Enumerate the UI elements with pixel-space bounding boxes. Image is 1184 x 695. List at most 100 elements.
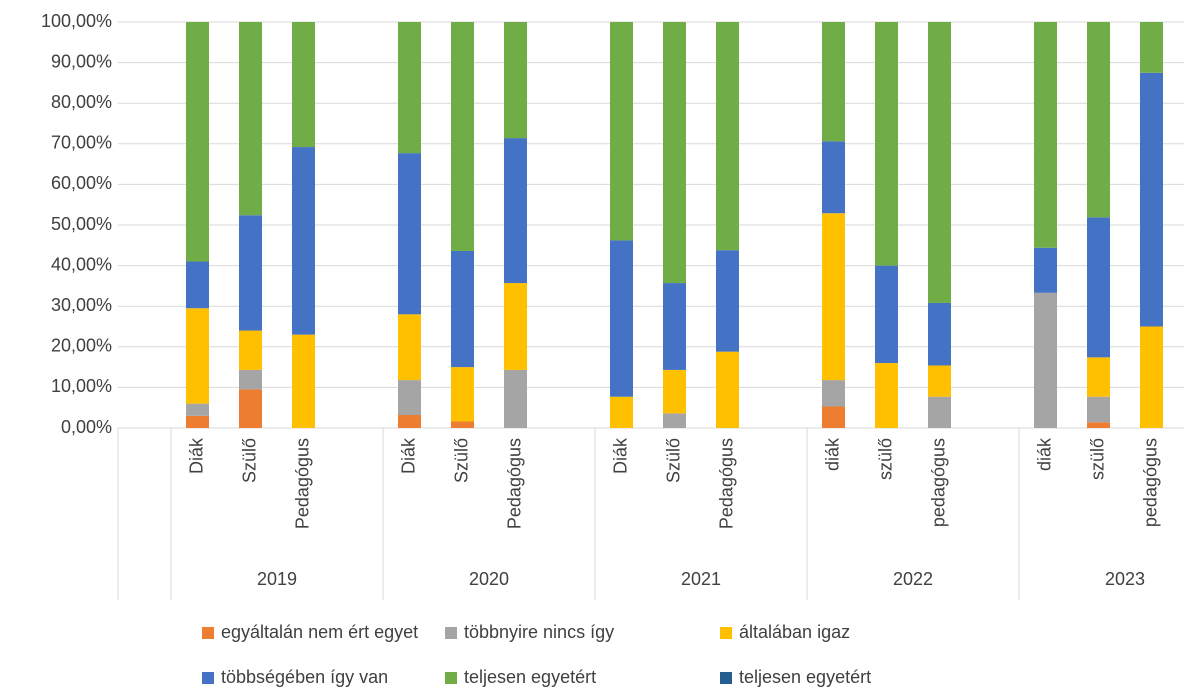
bar-segment [663, 369, 686, 414]
bar-segment [239, 330, 262, 370]
bar-segment [875, 363, 898, 428]
legend-swatch [720, 672, 732, 684]
bar-segment [1034, 292, 1057, 428]
bar-segment [451, 22, 474, 251]
x-tick-label: Szülő [451, 438, 471, 483]
bar-segment [928, 22, 951, 303]
bar-segment [292, 334, 315, 428]
y-tick-label: 30,00% [51, 295, 112, 315]
bar-segment [928, 302, 951, 366]
legend-swatch [720, 627, 732, 639]
bar-segment [451, 367, 474, 422]
bar-segment [239, 369, 262, 390]
bar-segment [1087, 217, 1110, 358]
bar-segment [1087, 357, 1110, 397]
bar-segment [663, 283, 686, 370]
x-tick-label: Szülő [663, 438, 683, 483]
bar-segment [716, 22, 739, 251]
legend-label: egyáltalán nem ért egyet [221, 622, 418, 642]
x-tick-label: szülő [875, 438, 895, 480]
bar-segment [1087, 396, 1110, 423]
bar-segment [822, 22, 845, 142]
bar-segment [822, 380, 845, 407]
x-tick-label: pedagógus [928, 438, 948, 527]
bar-segment [1140, 72, 1163, 327]
bar-segment [398, 380, 421, 416]
group-label: 2021 [681, 569, 721, 589]
bar-segment [186, 415, 209, 428]
bar-segment [1034, 22, 1057, 248]
x-tick-label: szülő [1087, 438, 1107, 480]
bar-segment [822, 141, 845, 214]
x-tick-label: Szülő [239, 438, 259, 483]
legend-label: többnyire nincs így [464, 622, 614, 642]
y-tick-label: 40,00% [51, 254, 112, 274]
x-tick-label: diák [822, 437, 842, 471]
bar-segment [398, 22, 421, 154]
bar-segment [504, 138, 527, 284]
bar-segment [928, 365, 951, 397]
bar-segment [716, 250, 739, 352]
x-tick-label: Diák [186, 437, 206, 474]
x-tick-label: Pedagógus [292, 438, 312, 529]
bar-segment [716, 351, 739, 428]
group-label: 2020 [469, 569, 509, 589]
bar-segment [1087, 22, 1110, 218]
bar-segment [504, 369, 527, 428]
bar-segment [663, 22, 686, 284]
x-tick-label: pedagógus [1140, 438, 1160, 527]
bar-segment [398, 153, 421, 315]
bar-segment [1140, 326, 1163, 428]
bar-segment [451, 250, 474, 368]
bar-segment [610, 240, 633, 397]
group-label: 2023 [1105, 569, 1145, 589]
group-label: 2022 [893, 569, 933, 589]
y-tick-label: 0,00% [61, 417, 112, 437]
y-tick-label: 20,00% [51, 336, 112, 356]
legend-swatch [445, 672, 457, 684]
y-tick-label: 10,00% [51, 376, 112, 396]
bar-segment [239, 22, 262, 216]
bar-segment [504, 283, 527, 370]
bar-segment [504, 22, 527, 139]
y-tick-label: 60,00% [51, 173, 112, 193]
bar-segment [186, 308, 209, 404]
bar-segment [875, 22, 898, 266]
bar-segment [875, 265, 898, 364]
legend-label: teljesen egyetért [739, 667, 871, 687]
bar-segment [610, 22, 633, 241]
y-tick-label: 80,00% [51, 92, 112, 112]
legend-label: többségében így van [221, 667, 388, 687]
x-tick-label: Pedagógus [716, 438, 736, 529]
y-tick-label: 50,00% [51, 214, 112, 234]
bar-segment [239, 215, 262, 331]
bar-segment [186, 22, 209, 262]
y-tick-label: 70,00% [51, 133, 112, 153]
x-tick-label: diák [1034, 437, 1054, 471]
y-tick-label: 100,00% [41, 11, 112, 31]
bar-segment [1140, 22, 1163, 73]
legend-swatch [202, 672, 214, 684]
bar-segment [239, 389, 262, 428]
bar-segment [822, 406, 845, 428]
bar-segment [186, 261, 209, 309]
bar-segment [928, 396, 951, 428]
bar-segment [292, 147, 315, 335]
bar-segment [292, 22, 315, 148]
bar-segment [398, 415, 421, 428]
bar-segment [451, 421, 474, 428]
bar-segment [1034, 247, 1057, 293]
x-tick-label: Diák [610, 437, 630, 474]
bar-segment [822, 213, 845, 381]
legend-label: teljesen egyetért [464, 667, 596, 687]
bar-segment [610, 396, 633, 428]
x-tick-label: Diák [398, 437, 418, 474]
y-tick-label: 90,00% [51, 51, 112, 71]
x-tick-label: Pedagógus [504, 438, 524, 529]
bar-segment [186, 403, 209, 416]
legend-label: általában igaz [739, 622, 850, 642]
legend-swatch [445, 627, 457, 639]
bar-segment [1087, 422, 1110, 428]
bar-segment [663, 413, 686, 428]
